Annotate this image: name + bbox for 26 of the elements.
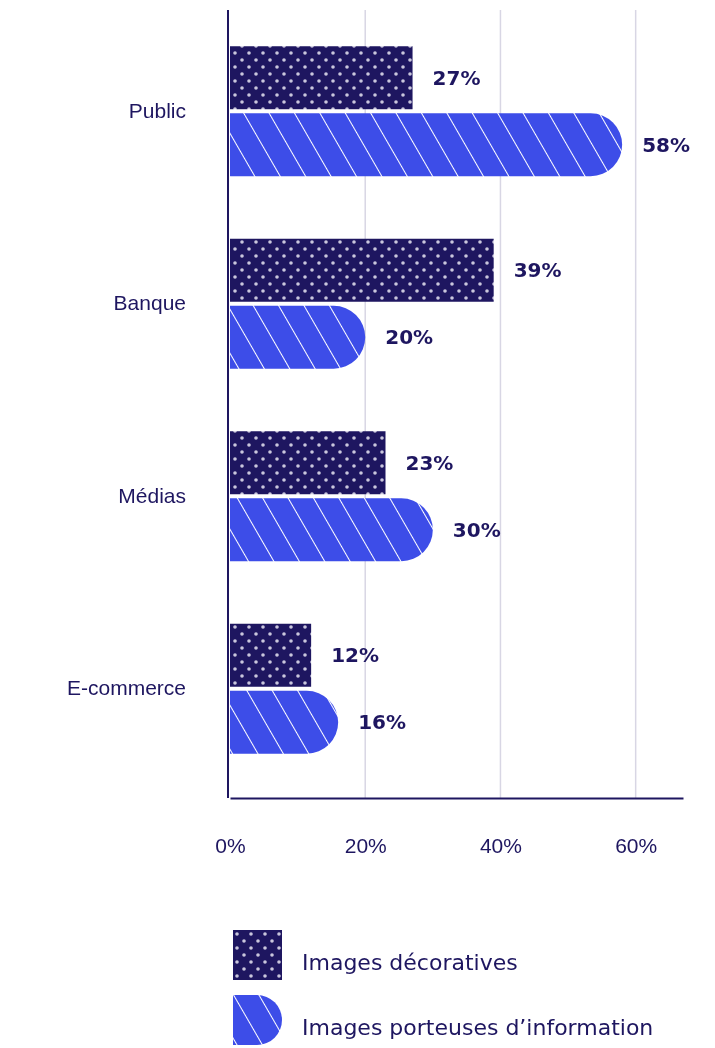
- data-label: 30%: [452, 517, 501, 542]
- bar: [230, 305, 366, 369]
- data-label: 16%: [358, 710, 407, 735]
- bar: [230, 238, 494, 302]
- bar: [230, 498, 433, 562]
- y-tick-label: Banque: [113, 291, 186, 315]
- legend-label: Images porteuses d’information: [302, 1015, 654, 1040]
- y-tick-label: E-commerce: [66, 676, 186, 700]
- bar: [230, 623, 312, 687]
- bar: [230, 113, 623, 177]
- data-label: 23%: [405, 450, 454, 475]
- data-label: 12%: [331, 643, 380, 668]
- x-tick-label: 20%: [344, 833, 387, 857]
- x-tick-label: 0%: [215, 833, 246, 857]
- data-label: 27%: [432, 65, 481, 90]
- bar: [230, 46, 413, 110]
- x-tick-label: 40%: [479, 833, 522, 857]
- bar: [230, 690, 339, 754]
- data-label: 39%: [513, 258, 562, 283]
- bar: [230, 431, 386, 495]
- data-label: 20%: [385, 325, 434, 350]
- data-label: 58%: [642, 132, 691, 157]
- x-tick-label: 60%: [615, 833, 658, 857]
- legend-label: Images décoratives: [302, 950, 518, 975]
- y-tick-label: Public: [128, 98, 186, 122]
- y-tick-label: Médias: [118, 483, 186, 507]
